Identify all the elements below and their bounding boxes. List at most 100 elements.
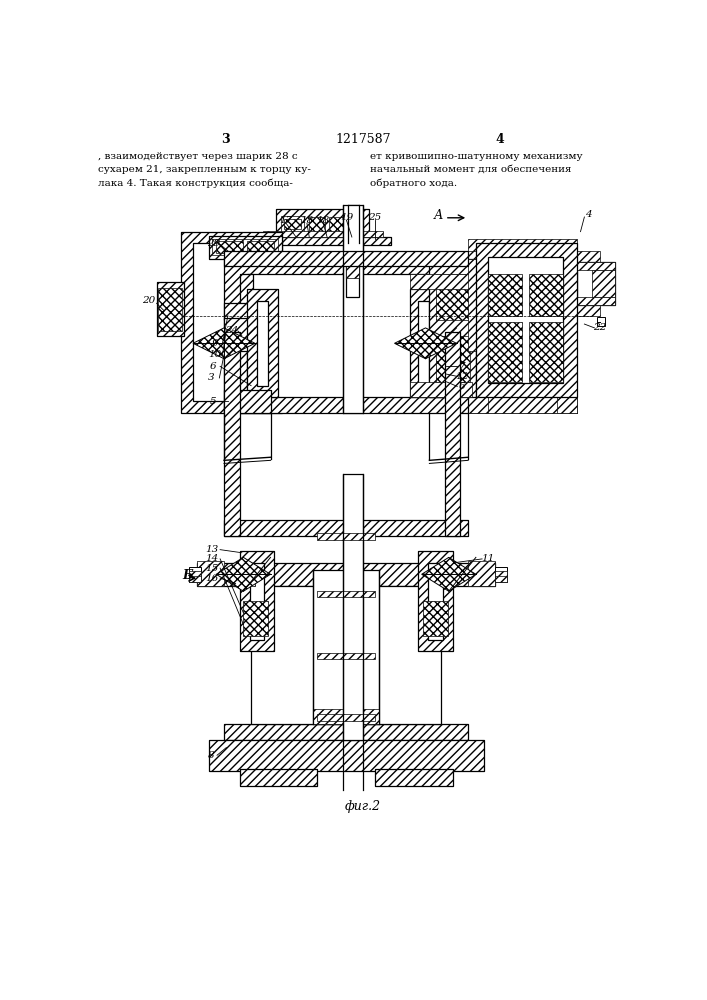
Bar [224, 251, 468, 266]
Bar [224, 332, 240, 536]
Bar [495, 574, 507, 582]
Bar [197, 561, 224, 586]
Bar [343, 474, 363, 740]
Bar [313, 570, 379, 724]
Bar [224, 389, 271, 413]
Bar [209, 235, 282, 259]
Text: ет кривошипно-шатунному механизму
начальный момент для обеспечения
обратного ход: ет кривошипно-шатунному механизму началь… [370, 152, 583, 188]
Bar [224, 259, 468, 413]
Bar [276, 209, 369, 239]
Bar [597, 317, 604, 326]
Bar [317, 653, 375, 659]
Bar [530, 322, 563, 382]
Bar [592, 270, 615, 297]
Text: 11: 11 [481, 554, 494, 563]
Bar [488, 312, 549, 355]
Bar [251, 586, 441, 724]
Text: 7: 7 [459, 362, 465, 371]
Bar [197, 563, 495, 586]
Bar [240, 274, 253, 351]
Bar [418, 301, 428, 386]
Text: 18: 18 [317, 216, 330, 225]
Bar [209, 740, 484, 771]
Bar [468, 251, 488, 413]
Bar [224, 724, 468, 740]
Bar [182, 232, 282, 413]
Bar [468, 239, 577, 259]
Bar [429, 259, 476, 397]
Text: 6: 6 [459, 382, 465, 391]
Text: 29: 29 [207, 239, 221, 248]
Text: 22: 22 [593, 323, 607, 332]
Text: 6: 6 [210, 362, 216, 371]
Bar [489, 322, 522, 382]
Text: 16: 16 [206, 574, 219, 583]
Bar [224, 318, 263, 339]
Bar [193, 243, 271, 401]
Bar [526, 313, 561, 382]
Text: 14: 14 [206, 554, 219, 563]
Polygon shape [193, 328, 255, 359]
Bar [224, 724, 468, 740]
Bar [436, 336, 469, 382]
Bar [343, 205, 363, 413]
Bar [247, 241, 274, 253]
Bar [410, 382, 472, 397]
Bar [224, 318, 263, 339]
Text: 24: 24 [225, 326, 238, 335]
Bar [216, 241, 243, 253]
Bar [346, 259, 359, 278]
Bar [189, 567, 201, 582]
Bar [209, 740, 484, 771]
Text: 10: 10 [208, 350, 221, 359]
Bar [423, 601, 448, 636]
Text: 12: 12 [455, 372, 469, 381]
Bar [232, 578, 255, 586]
Bar [224, 303, 271, 320]
Bar [263, 231, 383, 237]
Bar [240, 769, 317, 786]
Bar [329, 217, 344, 234]
Bar [410, 274, 472, 289]
Bar [375, 769, 452, 786]
Bar [476, 243, 577, 397]
Bar [468, 259, 488, 351]
Text: 25: 25 [368, 213, 382, 222]
Text: 18: 18 [300, 216, 313, 225]
Text: А: А [434, 209, 443, 222]
Text: , взаимодействует через шарик 28 с
сухарем 21, закрепленным к торцу ку-
лака 4. : , взаимодействует через шарик 28 с сухар… [98, 152, 310, 188]
Bar [476, 243, 577, 397]
Bar [313, 709, 379, 724]
Bar [284, 219, 300, 229]
Bar [224, 332, 240, 536]
Bar [577, 262, 615, 270]
Bar [495, 567, 507, 582]
Bar [240, 551, 274, 651]
Bar [418, 551, 452, 651]
Bar [468, 393, 577, 413]
Bar [375, 769, 452, 786]
Bar [577, 251, 600, 316]
Bar [189, 571, 201, 576]
Bar [224, 520, 468, 536]
Bar [182, 232, 282, 413]
Polygon shape [216, 557, 271, 591]
Text: 20: 20 [142, 296, 156, 305]
Text: Б: Б [182, 569, 193, 582]
Bar [348, 205, 359, 243]
Bar [577, 262, 615, 305]
Bar [209, 235, 282, 259]
Bar [224, 520, 468, 536]
Bar [240, 274, 253, 351]
Bar [243, 601, 268, 636]
Bar [346, 259, 359, 297]
Bar [250, 563, 264, 640]
Bar [317, 533, 375, 540]
Bar [429, 259, 476, 397]
Text: 19: 19 [340, 213, 353, 222]
Bar [488, 313, 522, 382]
Bar [212, 239, 279, 255]
Bar [158, 288, 182, 331]
Bar [224, 259, 468, 413]
Text: 1217587: 1217587 [335, 133, 390, 146]
